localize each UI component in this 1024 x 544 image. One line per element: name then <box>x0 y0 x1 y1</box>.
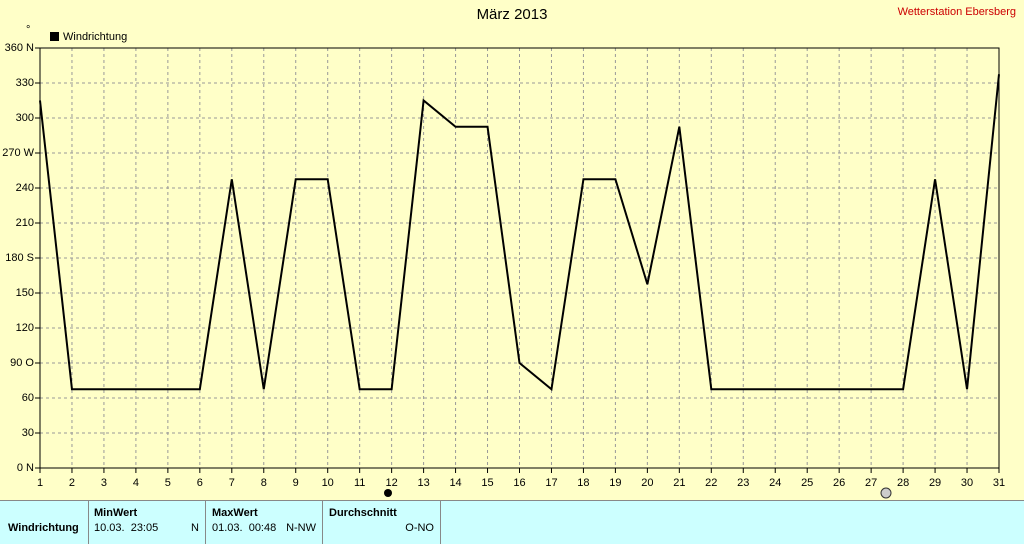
y-tick-label: 120 <box>16 322 34 334</box>
cell: N <box>191 522 199 534</box>
x-tick-label: 24 <box>769 477 781 489</box>
legend-label: Windrichtung <box>63 31 127 43</box>
y-tick-label: 330 <box>16 77 34 89</box>
x-tick-label: 15 <box>481 477 493 489</box>
y-tick-label: 180 S <box>5 252 34 264</box>
x-tick-label: 4 <box>133 477 139 489</box>
chart: März 2013 Wetterstation Ebersberg ° Wind… <box>2 6 1016 499</box>
x-tick-label: 26 <box>833 477 845 489</box>
y-tick-label: 360 N <box>5 42 34 54</box>
x-tick-label: 13 <box>417 477 429 489</box>
x-tick-label: 6 <box>197 477 203 489</box>
max-column: MaxWert 01.03. 00:48 N-NW <box>206 501 323 544</box>
column-header: Durchschnitt <box>329 507 397 519</box>
x-tick-label: 9 <box>293 477 299 489</box>
column-header: MinWert <box>94 507 138 519</box>
x-tick-label: 21 <box>673 477 685 489</box>
y-tick-label: 240 <box>16 182 34 194</box>
x-tick-label: 2 <box>69 477 75 489</box>
x-tick-label: 28 <box>897 477 909 489</box>
x-tick-label: 8 <box>261 477 267 489</box>
x-tick-label: 18 <box>577 477 589 489</box>
x-tick-label: 12 <box>386 477 398 489</box>
x-tick-label: 10 <box>322 477 334 489</box>
column-header: MaxWert <box>212 507 258 519</box>
y-tick-label: 0 N <box>17 462 34 474</box>
y-tick-label: 210 <box>16 217 34 229</box>
x-tick-label: 20 <box>641 477 653 489</box>
series-line <box>39 74 1000 392</box>
x-tick-label: 3 <box>101 477 107 489</box>
row-label: Windrichtung <box>8 522 79 534</box>
cell: 01.03. 00:48 <box>212 522 277 534</box>
marker-icon <box>384 489 392 497</box>
min-column: MinWert 10.03. 23:05 N <box>88 501 206 544</box>
cell: N-NW <box>286 522 316 534</box>
y-tick-label: 270 W <box>2 147 34 159</box>
x-tick-label: 22 <box>705 477 717 489</box>
x-tick-label: 25 <box>801 477 813 489</box>
plot-frame <box>39 47 1000 469</box>
y-tick-label: 60 <box>22 392 34 404</box>
x-tick-label: 27 <box>865 477 877 489</box>
chart-title: März 2013 <box>477 6 548 23</box>
x-tick-label: 7 <box>229 477 235 489</box>
x-tick-label: 31 <box>993 477 1005 489</box>
x-tick-label: 30 <box>961 477 973 489</box>
x-tick-label: 29 <box>929 477 941 489</box>
cell: O-NO <box>405 522 434 534</box>
x-tick-label: 19 <box>609 477 621 489</box>
cell: 10.03. 23:05 <box>94 522 159 534</box>
y-tick-label: 300 <box>16 112 34 124</box>
label-column: Windrichtung <box>0 501 89 544</box>
legend-swatch <box>50 32 59 41</box>
x-tick-label: 17 <box>545 477 557 489</box>
y-tick-label: 30 <box>22 427 34 439</box>
y-tick-label: 90 O <box>10 357 34 369</box>
y-tick-label: 150 <box>16 287 34 299</box>
x-tick-label: 11 <box>354 477 365 489</box>
y-unit: ° <box>26 24 30 36</box>
x-tick-label: 23 <box>737 477 749 489</box>
marker-icon <box>880 487 892 499</box>
avg-column: Durchschnitt O-NO <box>323 501 441 544</box>
x-tick-label: 5 <box>165 477 171 489</box>
x-tick-label: 16 <box>513 477 525 489</box>
x-tick-label: 1 <box>37 477 43 489</box>
station-name: Wetterstation Ebersberg <box>898 6 1016 18</box>
x-tick-label: 14 <box>449 477 461 489</box>
summary-panel: Windrichtung MinWert 10.03. 23:05 N MaxW… <box>0 500 1024 544</box>
